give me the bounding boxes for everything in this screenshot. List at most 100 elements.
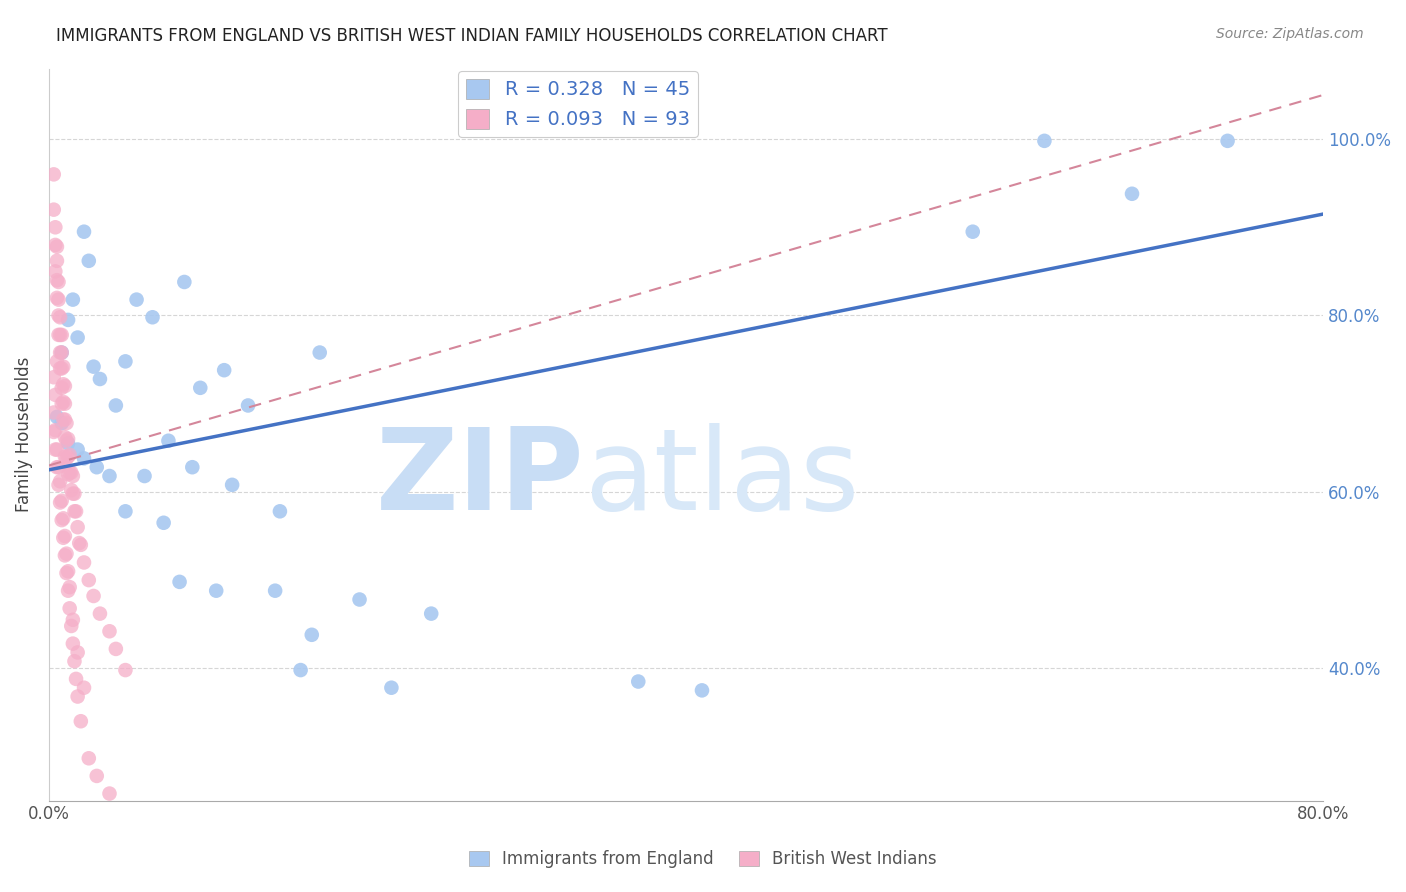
Point <box>48 309 70 323</box>
Point <box>1216 134 1239 148</box>
Point <box>134 469 156 483</box>
Point <box>114 354 136 368</box>
Point <box>42 405 65 419</box>
Point <box>52 377 75 392</box>
Point <box>66 442 89 457</box>
Point <box>1033 134 1056 148</box>
Point <box>62 469 84 483</box>
Point <box>56 583 79 598</box>
Point <box>49 310 72 325</box>
Point <box>188 381 211 395</box>
Point <box>51 361 73 376</box>
Point <box>690 683 713 698</box>
Point <box>89 372 111 386</box>
Point <box>205 583 228 598</box>
Text: atlas: atlas <box>583 423 859 534</box>
Point <box>52 531 75 545</box>
Point <box>98 787 121 801</box>
Point <box>301 628 323 642</box>
Point <box>73 681 96 695</box>
Point <box>48 460 70 475</box>
Point <box>420 607 443 621</box>
Point <box>60 466 83 480</box>
Text: Source: ZipAtlas.com: Source: ZipAtlas.com <box>1216 27 1364 41</box>
Point <box>65 504 87 518</box>
Point <box>45 253 67 268</box>
Point <box>264 583 287 598</box>
Point <box>44 220 66 235</box>
Point <box>60 619 83 633</box>
Point <box>42 370 65 384</box>
Point <box>53 379 76 393</box>
Point <box>45 291 67 305</box>
Point <box>86 769 108 783</box>
Point <box>349 592 371 607</box>
Point <box>53 529 76 543</box>
Point <box>65 672 87 686</box>
Text: ZIP: ZIP <box>375 423 583 534</box>
Text: IMMIGRANTS FROM ENGLAND VS BRITISH WEST INDIAN FAMILY HOUSEHOLDS CORRELATION CHA: IMMIGRANTS FROM ENGLAND VS BRITISH WEST … <box>56 27 887 45</box>
Point <box>55 416 77 430</box>
Point <box>51 345 73 359</box>
Point <box>83 359 105 374</box>
Point <box>66 645 89 659</box>
Point <box>53 450 76 464</box>
Point <box>114 663 136 677</box>
Point <box>104 399 127 413</box>
Point <box>56 450 79 464</box>
Point <box>42 425 65 439</box>
Point <box>77 751 100 765</box>
Point <box>73 556 96 570</box>
Point <box>48 478 70 492</box>
Point <box>141 310 163 325</box>
Point <box>59 448 82 462</box>
Point <box>51 345 73 359</box>
Point <box>89 607 111 621</box>
Legend: Immigrants from England, British West Indians: Immigrants from England, British West In… <box>463 844 943 875</box>
Point <box>45 273 67 287</box>
Point <box>42 202 65 217</box>
Point <box>67 536 90 550</box>
Point <box>73 225 96 239</box>
Point <box>44 238 66 252</box>
Point <box>212 363 235 377</box>
Point <box>55 451 77 466</box>
Point <box>51 327 73 342</box>
Point <box>49 327 72 342</box>
Point <box>56 467 79 482</box>
Point <box>51 416 73 430</box>
Point <box>49 495 72 509</box>
Point <box>55 434 77 448</box>
Point <box>169 574 191 589</box>
Point <box>59 466 82 480</box>
Point <box>45 240 67 254</box>
Point <box>48 327 70 342</box>
Point <box>157 434 180 448</box>
Point <box>83 589 105 603</box>
Point <box>308 345 330 359</box>
Point <box>380 681 402 695</box>
Point <box>59 580 82 594</box>
Point <box>51 381 73 395</box>
Point <box>48 293 70 307</box>
Point <box>62 637 84 651</box>
Point <box>56 313 79 327</box>
Point <box>52 395 75 409</box>
Point <box>48 275 70 289</box>
Point <box>66 520 89 534</box>
Point <box>52 359 75 374</box>
Point <box>45 409 67 424</box>
Point <box>45 354 67 368</box>
Point <box>60 483 83 497</box>
Point <box>98 624 121 639</box>
Y-axis label: Family Households: Family Households <box>15 357 32 512</box>
Point <box>98 469 121 483</box>
Point <box>49 345 72 359</box>
Point <box>49 361 72 376</box>
Point <box>63 486 86 500</box>
Point <box>49 475 72 489</box>
Point <box>66 330 89 344</box>
Point <box>52 412 75 426</box>
Point <box>62 293 84 307</box>
Point <box>42 167 65 181</box>
